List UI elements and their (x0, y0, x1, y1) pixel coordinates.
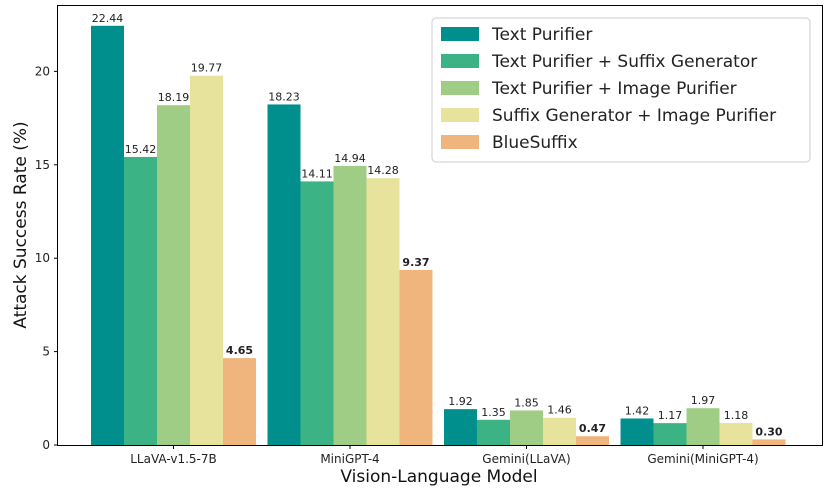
data-label: 22.44 (92, 12, 124, 25)
bar (333, 165, 367, 445)
x-tick-label: Gemini(MiniGPT-4) (647, 452, 758, 466)
bar (300, 181, 334, 445)
x-tick-label: LLaVA-v1.5-7B (130, 452, 217, 466)
data-label: 18.19 (158, 91, 190, 104)
bar (91, 25, 124, 446)
bar (719, 422, 753, 445)
data-label: 14.28 (367, 164, 399, 177)
bar (752, 439, 786, 445)
bar (686, 408, 720, 445)
bar (366, 178, 400, 446)
y-tick-label: 5 (42, 345, 50, 359)
legend-label: Text Purifier + Suffix Generator (491, 52, 757, 72)
bar (576, 436, 609, 445)
legend-label: Text Purifier (491, 25, 592, 45)
data-labels-group: 22.44 18.23 1.92 1.42 15.42 14.11 1.35 1.17 18.1… (92, 12, 783, 439)
y-ticks-group: 0 5 10 15 20 (35, 64, 58, 452)
bar (620, 418, 654, 445)
bar (510, 410, 543, 445)
data-label: 15.42 (125, 143, 157, 156)
data-label: 1.85 (514, 396, 539, 409)
data-label: 19.77 (191, 62, 223, 75)
legend-label: BlueSuffix (492, 133, 578, 153)
data-label: 1.18 (724, 409, 749, 422)
plot-frame (57, 5, 823, 446)
bar (157, 105, 190, 446)
x-tick-label: MiniGPT-4 (320, 452, 379, 466)
data-label: 1.42 (625, 404, 650, 417)
bar (124, 156, 157, 445)
data-label: 18.23 (268, 90, 300, 103)
data-label: 14.94 (334, 152, 366, 165)
y-axis-title: Attack Success Rate (%) (11, 121, 31, 328)
legend-swatch (441, 54, 479, 68)
y-tick-label: 20 (35, 64, 50, 78)
legend-swatch (441, 135, 479, 149)
data-label: 4.65 (226, 344, 253, 357)
legend-frame (431, 17, 811, 163)
x-tick-label: Gemini(LLaVA) (482, 452, 570, 466)
bar (190, 75, 223, 446)
data-label: 1.35 (481, 406, 506, 419)
data-label: 1.97 (691, 394, 716, 407)
legend: Text Purifier Text Purifier + Suffix Gene… (431, 17, 811, 163)
bar (399, 269, 433, 445)
y-tick-label: 15 (35, 158, 50, 172)
x-ticks-group: LLaVA-v1.5-7B MiniGPT-4 Gemini(LLaVA) Gemin… (130, 445, 759, 466)
legend-swatch (441, 27, 479, 41)
legend-label: Text Purifier + Image Purifier (491, 79, 737, 99)
axes-group (57, 5, 823, 446)
data-label: 1.46 (547, 404, 572, 417)
y-tick-label: 10 (35, 251, 50, 265)
legend-swatch (441, 81, 479, 95)
data-label: 1.17 (658, 409, 683, 422)
bar (477, 419, 510, 445)
data-label: 9.37 (402, 256, 429, 269)
bar (223, 358, 256, 445)
bar (267, 104, 301, 445)
bars-group (91, 25, 786, 446)
data-label: 0.30 (755, 425, 782, 438)
data-label: 1.92 (448, 395, 473, 408)
data-label: 0.47 (579, 422, 606, 435)
y-tick-label: 0 (42, 438, 50, 452)
x-axis-title: Vision-Language Model (340, 467, 537, 487)
legend-label: Suffix Generator + Image Purifier (492, 106, 776, 126)
data-label: 14.11 (301, 167, 333, 180)
bar (543, 417, 576, 445)
legend-swatch (441, 108, 479, 122)
bar (444, 409, 477, 445)
bar (653, 423, 687, 445)
